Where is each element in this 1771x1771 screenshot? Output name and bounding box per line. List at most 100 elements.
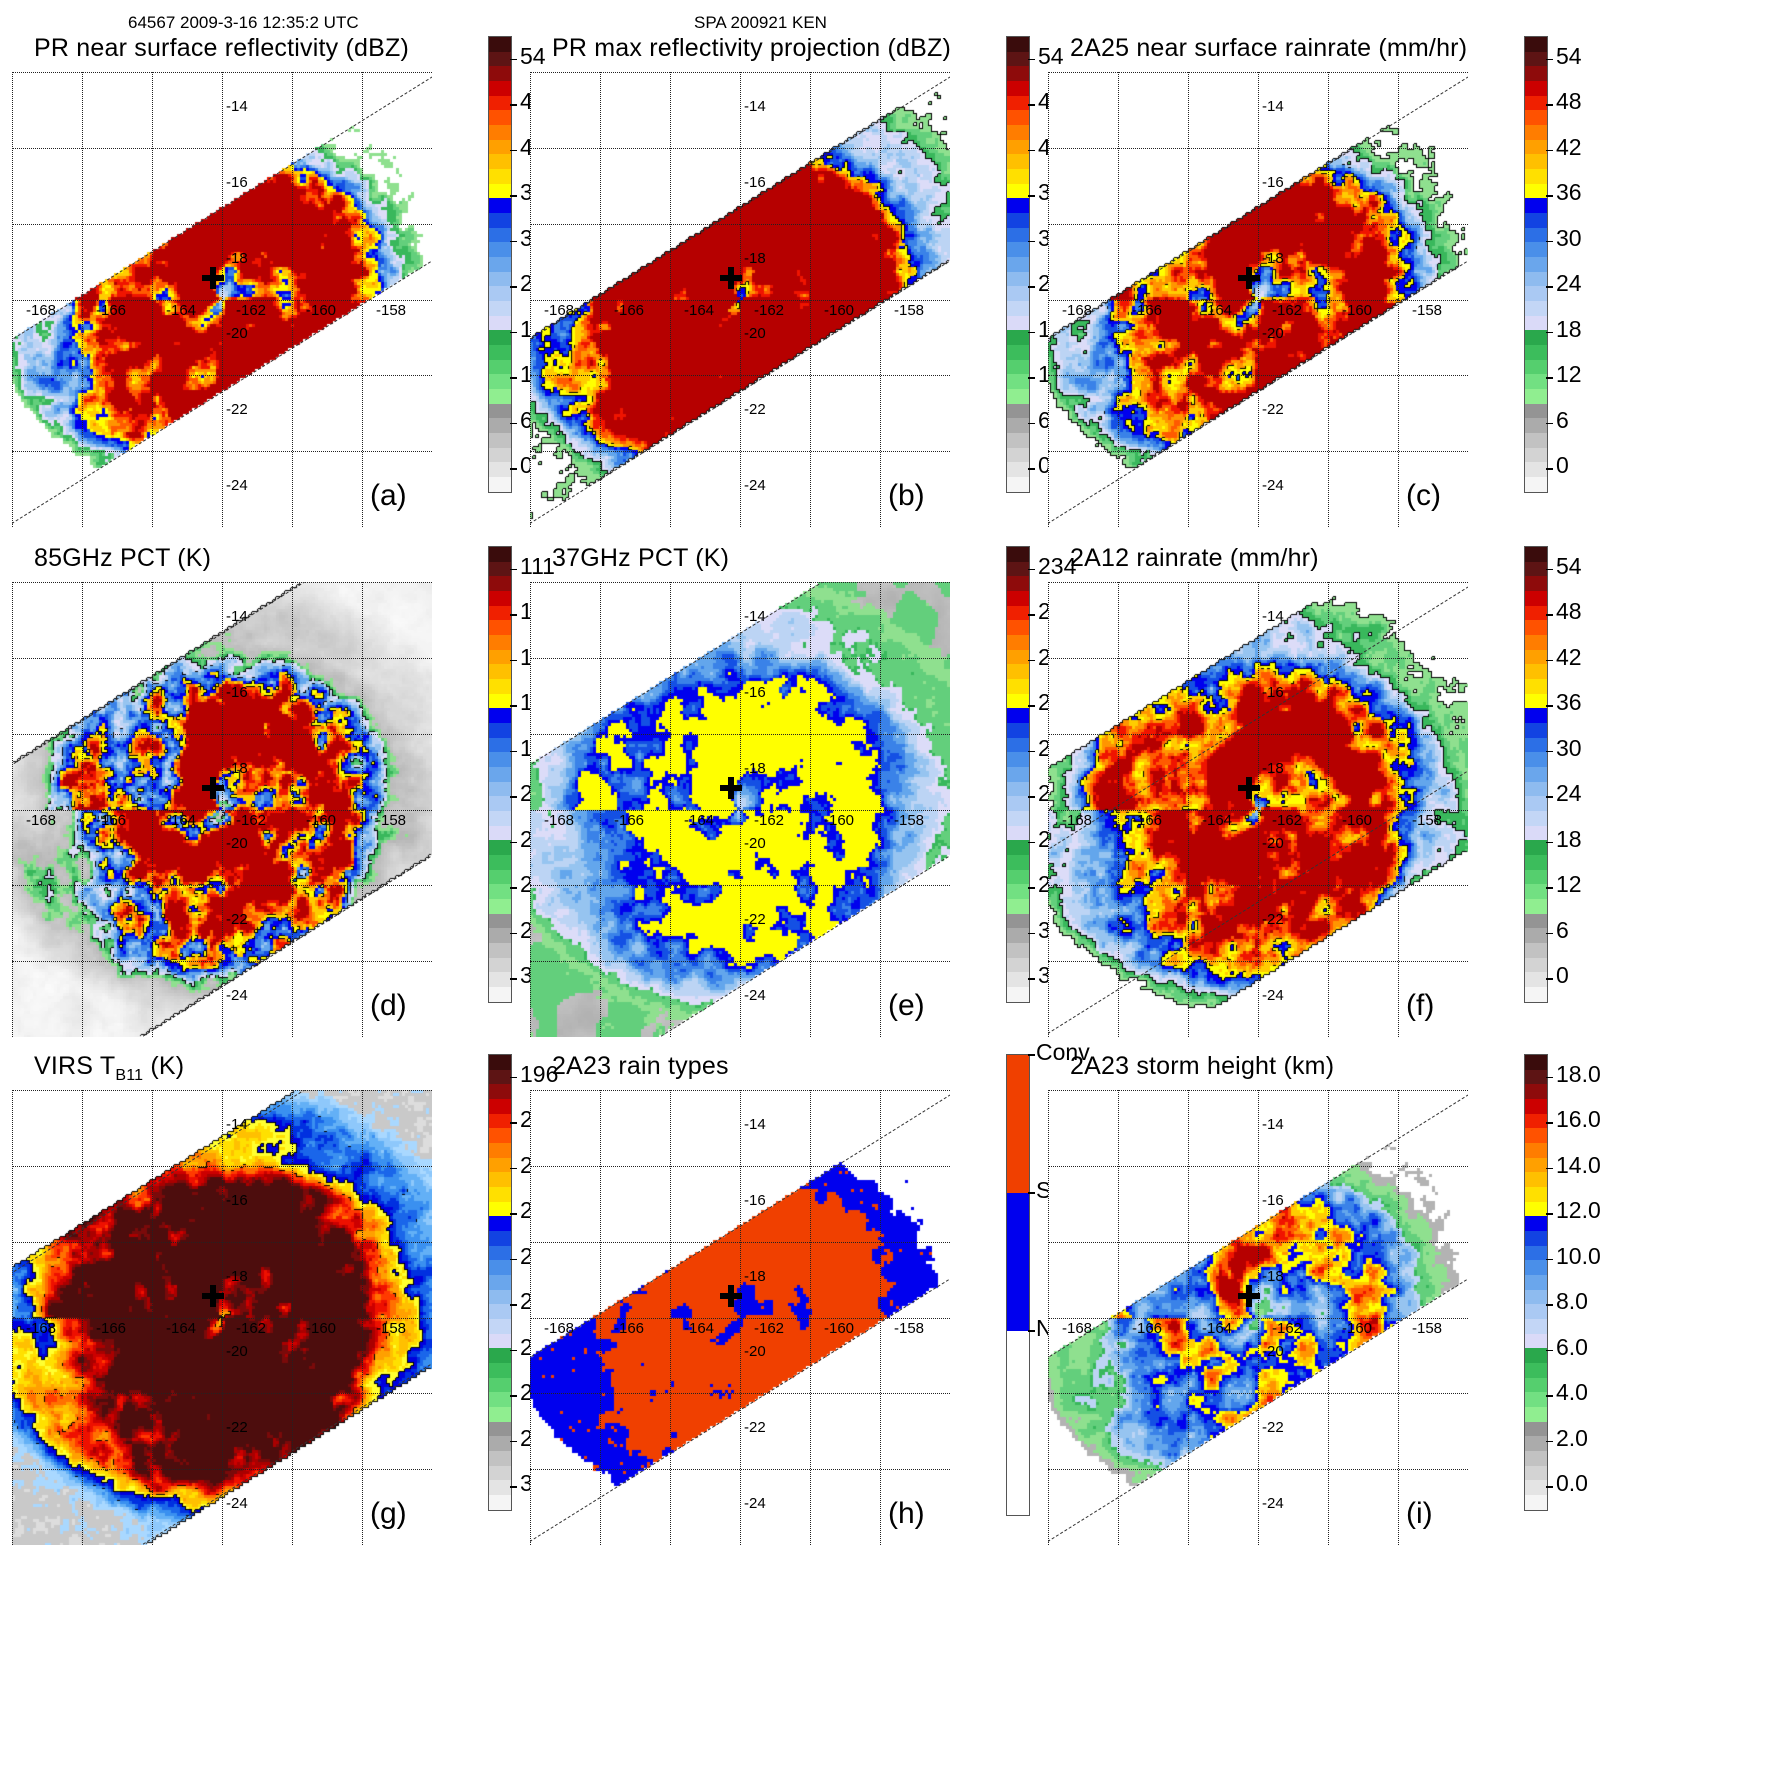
- lat-tick-label: -18: [1262, 1268, 1284, 1285]
- colorbar-segment: [1525, 649, 1547, 665]
- lat-tick-label: -18: [744, 250, 766, 267]
- grid-line-horizontal: [530, 1318, 950, 1319]
- colorbar-segment: [1525, 1055, 1547, 1070]
- grid-line-vertical: [222, 72, 223, 527]
- colorbar-segment: [1007, 271, 1029, 287]
- colorbar-tick-label: 24: [1556, 780, 1582, 807]
- lat-tick-label: -16: [226, 174, 248, 191]
- colorbar-tick: [510, 58, 517, 61]
- grid-line-vertical: [82, 582, 83, 1037]
- colorbar-tick: [510, 841, 517, 844]
- lon-tick-label: -166: [96, 302, 127, 319]
- colorbar-segment: [1007, 752, 1029, 768]
- colorbar-segment: [489, 620, 511, 636]
- colorbar-tick-label: 6.0: [1556, 1333, 1588, 1360]
- grid-line-horizontal: [12, 582, 432, 583]
- colorbar-segment: [489, 418, 511, 434]
- lon-tick-label: -162: [754, 302, 785, 319]
- colorbar-segment: [1525, 1495, 1547, 1510]
- lat-tick-label: -22: [744, 911, 766, 928]
- panel-title-f: 2A12 rainrate (mm/hr): [1070, 544, 1319, 572]
- lon-tick-label: -164: [684, 812, 715, 829]
- colorbar-segment: [1525, 561, 1547, 577]
- colorbar-tick: [1546, 1304, 1553, 1306]
- colorbar-tick-label: 2.0: [1556, 1424, 1588, 1451]
- map-panel-e[interactable]: -14 -16 -18 -20 -22 -24 -168 -166 -164 -162 -160 -1…: [530, 582, 950, 1037]
- grid-line-horizontal: [1048, 375, 1468, 376]
- colorbar-segment: [1007, 301, 1029, 316]
- lat-tick-label: -24: [744, 477, 766, 494]
- map-panel-f[interactable]: -14 -16 -18 -20 -22 -24 -168 -166 -164 -162 -160 -1…: [1048, 582, 1468, 1037]
- lat-tick-label: -18: [1262, 760, 1284, 777]
- colorbar-segment: [1525, 1451, 1547, 1466]
- lon-tick-label: -158: [376, 812, 407, 829]
- colorbar-segment: [489, 1187, 511, 1202]
- colorbar-segment: [1525, 884, 1547, 900]
- map-panel-d[interactable]: -14 -16 -18 -20 -22 -24 -168 -166 -164 -162 -160 -1…: [12, 582, 432, 1037]
- lon-tick-label: -166: [1132, 302, 1163, 319]
- lat-tick-label: -20: [226, 1343, 248, 1360]
- colorbar-tick-label: 30: [1556, 734, 1582, 761]
- map-panel-h[interactable]: -14 -16 -18 -20 -22 -24 -168 -166 -164 -162 -160 -1…: [530, 1090, 950, 1545]
- grid-line-vertical: [1118, 1090, 1119, 1545]
- colorbar-segment: [1525, 1216, 1547, 1232]
- colorbar-segment: [489, 825, 511, 841]
- panel-title-b: PR max reflectivity projection (dBZ): [552, 34, 951, 62]
- colorbar-segment: [1525, 418, 1547, 434]
- colorbar-segment: [489, 1392, 511, 1408]
- lon-tick-label: -160: [306, 302, 337, 319]
- colorbar-segment: [1007, 37, 1029, 52]
- lat-tick-label: -14: [744, 608, 766, 625]
- colorbar-tick: [510, 104, 517, 106]
- colorbar-tick: [1546, 468, 1553, 470]
- grid-line-vertical: [1398, 72, 1399, 527]
- colorbar-tick: [510, 468, 517, 470]
- colorbar-segment: [489, 576, 511, 592]
- panel-title-c: 2A25 near surface rainrate (mm/hr): [1070, 34, 1468, 62]
- grid-line-horizontal: [530, 658, 950, 659]
- grid-line-vertical: [222, 1090, 223, 1545]
- colorbar-segment: [1007, 679, 1029, 694]
- grid-line-vertical: [1398, 582, 1399, 1037]
- lon-tick-label: -162: [754, 1320, 785, 1337]
- lon-tick-label: -160: [306, 812, 337, 829]
- colorbar-segment: [489, 125, 511, 140]
- map-panel-g[interactable]: -14 -16 -18 -20 -22 -24 -168 -166 -164 -162 -160 -1…: [12, 1090, 432, 1545]
- colorbar-segment: [489, 257, 511, 272]
- map-panel-i[interactable]: -14 -16 -18 -20 -22 -24 -168 -166 -164 -162 -160 -1…: [1048, 1090, 1468, 1545]
- colorbar-tick: [1028, 331, 1035, 334]
- colorbar-tick-label: 6: [1556, 406, 1569, 433]
- colorbar-segment: [489, 811, 511, 826]
- colorbar-tick-label: 54: [1038, 42, 1064, 69]
- map-panel-a[interactable]: -14 -16 -18 -20 -22 -24 -168 -166 -164 -162 -160 -1…: [12, 72, 432, 527]
- lat-tick-label: -22: [226, 401, 248, 418]
- lat-tick-label: -24: [744, 987, 766, 1004]
- colorbar-c: [1524, 36, 1548, 493]
- colorbar-segment: [489, 1231, 511, 1246]
- lat-tick-label: -14: [226, 98, 248, 115]
- map-panel-c[interactable]: -14 -16 -18 -20 -22 -24 -168 -166 -164 -162 -160 -1…: [1048, 72, 1468, 527]
- lon-tick-label: -164: [1202, 812, 1233, 829]
- colorbar-segment: [1525, 1333, 1547, 1349]
- map-panel-b[interactable]: -14 -16 -18 -20 -22 -24 -168 -166 -164 -162 -160 -1…: [530, 72, 950, 527]
- colorbar-segment: [1525, 811, 1547, 826]
- colorbar-segment: [1525, 1377, 1547, 1393]
- colorbar-segment: [489, 1436, 511, 1452]
- colorbar-tick: [1028, 422, 1035, 425]
- colorbar-tick-label: 196: [520, 1060, 559, 1087]
- lat-tick-label: -16: [226, 1192, 248, 1209]
- grid-line-horizontal: [530, 224, 950, 225]
- colorbar-segment: [489, 1377, 511, 1393]
- grid-line-vertical: [1328, 1090, 1329, 1545]
- colorbar-segment: [489, 957, 511, 973]
- lon-tick-label: -164: [1202, 302, 1233, 319]
- colorbar-tick: [510, 978, 517, 980]
- panel-label-i: (i): [1406, 1497, 1433, 1530]
- colorbar-tick: [510, 1440, 517, 1443]
- grid-line-horizontal: [1048, 224, 1468, 225]
- colorbar-segment: [1525, 1084, 1547, 1100]
- panel-title-a: PR near surface reflectivity (dBZ): [34, 34, 409, 62]
- colorbar-tick: [510, 331, 517, 334]
- lon-tick-label: -160: [306, 1320, 337, 1337]
